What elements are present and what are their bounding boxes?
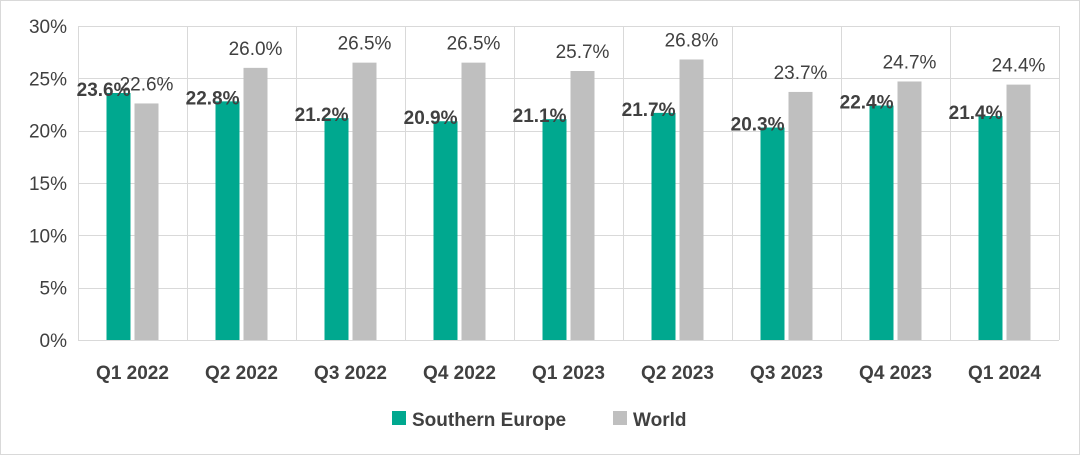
- y-tick-label: 30%: [29, 17, 67, 38]
- data-label-world: 26.5%: [338, 34, 392, 55]
- x-tick-label: Q3 2023: [750, 363, 823, 384]
- bar-world-q1-2023: [570, 71, 595, 341]
- legend-label-southern-europe: Southern Europe: [412, 410, 566, 431]
- bar-southern-europe-q3-2023: [760, 127, 785, 340]
- data-label-world: 22.6%: [120, 74, 174, 95]
- data-label-southern-europe: 23.6%: [77, 80, 131, 101]
- data-label-southern-europe: 20.9%: [404, 108, 458, 129]
- bar-world-q2-2023: [679, 59, 704, 340]
- data-label-southern-europe: 20.3%: [731, 115, 785, 136]
- data-label-world: 23.7%: [774, 63, 828, 84]
- data-labels: 23.6% 22.8% 21.2% 20.9% 21.1% 21.7% 20.3% 22.4%…: [77, 30, 1046, 135]
- x-tick-label: Q1 2022: [96, 363, 169, 384]
- data-label-world: 25.7%: [556, 42, 610, 63]
- data-label-southern-europe: 21.2%: [295, 105, 349, 126]
- x-axis-tick-labels: Q1 2022 Q2 2022 Q3 2022 Q4 2022 Q1 2023 Q2 20…: [96, 363, 1041, 384]
- bar-world-q1-2024: [1006, 84, 1031, 340]
- bar-world-q4-2022: [461, 62, 486, 341]
- y-tick-label: 5%: [40, 279, 68, 300]
- legend: Southern Europe World: [392, 410, 686, 431]
- bar-southern-europe-q2-2022: [215, 101, 240, 340]
- data-label-world: 26.8%: [665, 30, 719, 51]
- data-label-southern-europe: 22.4%: [840, 93, 894, 114]
- data-label-southern-europe: 22.8%: [186, 88, 240, 109]
- legend-swatch-southern-europe: [392, 411, 406, 425]
- data-label-world: 26.0%: [229, 39, 283, 60]
- x-tick-label: Q2 2022: [205, 363, 278, 384]
- y-axis-tick-labels: 0% 5% 10% 15% 20% 25% 30%: [29, 17, 67, 352]
- bar-southern-europe-q4-2022: [433, 121, 458, 340]
- bar-southern-europe-q1-2024: [978, 116, 1003, 340]
- bar-world-q4-2023: [897, 81, 922, 341]
- y-tick-label: 0%: [40, 331, 68, 352]
- bar-southern-europe-q2-2023: [651, 112, 676, 340]
- x-tick-label: Q3 2022: [314, 363, 387, 384]
- gridlines: [78, 26, 1060, 341]
- y-tick-label: 20%: [29, 122, 67, 143]
- bars: [106, 59, 1031, 341]
- data-label-southern-europe: 21.7%: [622, 100, 676, 121]
- x-tick-label: Q4 2022: [423, 363, 496, 384]
- y-tick-label: 10%: [29, 226, 67, 247]
- x-tick-label: Q1 2024: [968, 363, 1041, 384]
- x-tick-label: Q2 2023: [641, 363, 714, 384]
- data-label-southern-europe: 21.1%: [513, 106, 567, 127]
- data-label-world: 24.7%: [883, 52, 937, 73]
- bar-world-q3-2023: [788, 91, 813, 340]
- bar-southern-europe-q4-2023: [869, 105, 894, 341]
- bar-world-q2-2022: [243, 67, 268, 340]
- bar-southern-europe-q1-2022: [106, 92, 131, 340]
- x-tick-label: Q4 2023: [859, 363, 932, 384]
- data-label-world: 24.4%: [992, 56, 1046, 77]
- x-tick-label: Q1 2023: [532, 363, 605, 384]
- legend-swatch-world: [613, 411, 627, 425]
- y-tick-label: 25%: [29, 69, 67, 90]
- data-label-world: 26.5%: [447, 34, 501, 55]
- legend-label-world: World: [633, 410, 686, 431]
- bar-world-q3-2022: [352, 62, 377, 341]
- bar-southern-europe-q1-2023: [542, 119, 567, 340]
- data-label-southern-europe: 21.4%: [949, 103, 1003, 124]
- bar-world-q1-2022: [134, 103, 159, 340]
- bar-southern-europe-q3-2022: [324, 118, 349, 341]
- y-tick-label: 15%: [29, 174, 67, 195]
